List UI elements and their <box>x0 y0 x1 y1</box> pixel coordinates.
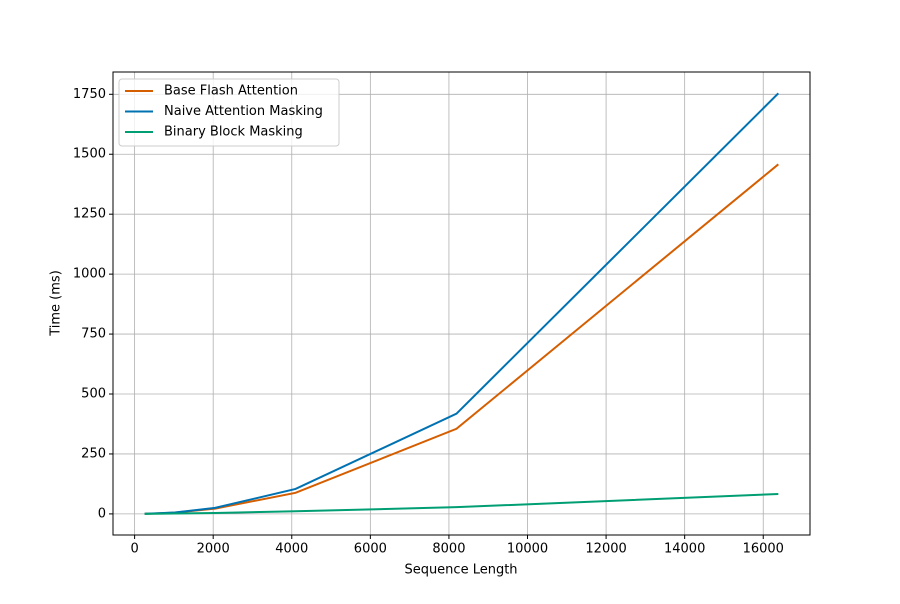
x-tick-label: 8000 <box>432 542 465 557</box>
x-axis-label: Sequence Length <box>404 563 517 578</box>
x-tick-label: 4000 <box>275 542 308 557</box>
plot-frame <box>112 71 811 536</box>
x-tick-label: 10000 <box>507 542 548 557</box>
x-tick-label: 16000 <box>743 542 784 557</box>
legend-label: Naive Attention Masking <box>164 104 323 119</box>
y-tick-label: 1500 <box>73 147 106 162</box>
y-tick-label: 0 <box>98 506 106 521</box>
legend-label: Base Flash Attention <box>164 84 298 99</box>
y-tick-label: 250 <box>81 446 106 461</box>
y-tick-label: 1000 <box>73 267 106 282</box>
x-tick-label: 6000 <box>354 542 387 557</box>
legend-label: Binary Block Masking <box>164 125 303 140</box>
x-tick-label: 2000 <box>197 542 230 557</box>
y-axis-label: Time (ms) <box>49 270 64 337</box>
x-tick-label: 12000 <box>585 542 626 557</box>
y-tick-label: 750 <box>81 327 106 342</box>
legend-box <box>118 78 340 147</box>
y-tick-label: 1250 <box>73 207 106 222</box>
series-line <box>144 492 779 515</box>
x-tick-label: 14000 <box>664 542 705 557</box>
x-tick-label: 0 <box>130 542 138 557</box>
y-tick-label: 500 <box>81 387 106 402</box>
y-tick-label: 1750 <box>73 87 106 102</box>
